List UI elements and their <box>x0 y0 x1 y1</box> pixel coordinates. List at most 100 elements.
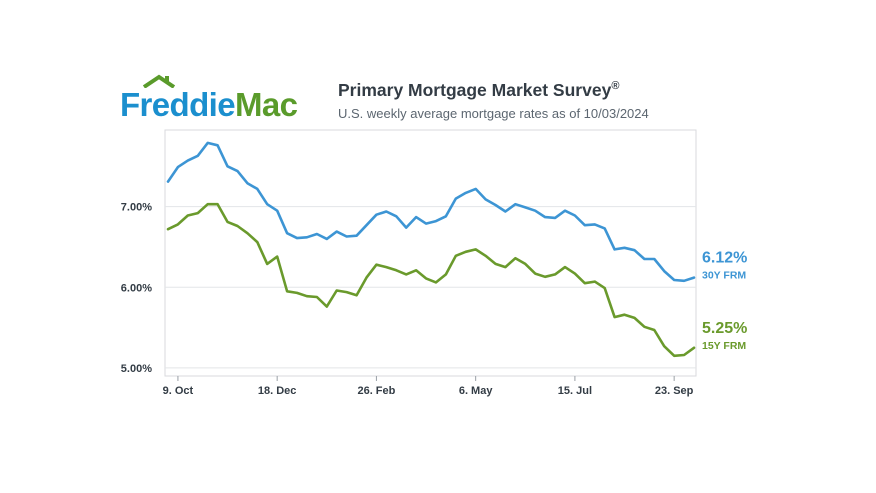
data-point-30y-frm <box>256 188 259 190</box>
data-point-15y-frm <box>613 316 616 318</box>
data-point-15y-frm <box>564 266 566 268</box>
data-point-15y-frm <box>455 255 457 257</box>
data-point-30y-frm <box>296 237 298 239</box>
data-point-30y-frm <box>167 180 169 183</box>
data-point-30y-frm <box>554 217 556 219</box>
data-point-15y-frm <box>683 354 685 356</box>
data-point-15y-frm <box>633 317 636 319</box>
data-point-15y-frm <box>355 294 358 297</box>
data-point-30y-frm <box>494 204 497 206</box>
data-point-15y-frm <box>494 263 497 265</box>
data-point-30y-frm <box>246 182 249 185</box>
data-point-30y-frm <box>514 203 517 206</box>
data-point-15y-frm <box>574 272 576 275</box>
data-point-15y-frm <box>325 305 328 308</box>
data-point-15y-frm <box>445 273 447 276</box>
series-name-label-15y-frm: 15Y FRM <box>702 340 746 352</box>
data-point-15y-frm <box>216 203 219 206</box>
x-tick-label: 6. May <box>459 385 494 397</box>
data-point-30y-frm <box>474 188 477 190</box>
data-point-15y-frm <box>246 232 249 235</box>
data-point-15y-frm <box>484 255 487 257</box>
data-point-30y-frm <box>375 213 378 216</box>
x-axis-ticks: 9. Oct 18. Dec 26. Feb 6. May 15. Jul 23. Sep <box>163 376 694 397</box>
data-point-30y-frm <box>206 142 209 144</box>
data-point-15y-frm <box>206 203 209 206</box>
data-point-30y-frm <box>534 209 537 212</box>
data-point-30y-frm <box>216 144 219 147</box>
data-point-15y-frm <box>167 228 169 231</box>
data-point-15y-frm <box>593 280 596 283</box>
data-point-30y-frm <box>683 280 685 282</box>
data-point-30y-frm <box>564 209 566 212</box>
house-roof-icon <box>142 74 176 88</box>
data-point-15y-frm <box>584 282 586 285</box>
data-point-15y-frm <box>266 263 269 265</box>
logo-text-freddie: Freddie <box>120 86 236 123</box>
data-point-30y-frm <box>196 155 199 157</box>
data-point-30y-frm <box>435 220 437 222</box>
data-point-30y-frm <box>663 270 666 272</box>
data-point-30y-frm <box>464 192 467 194</box>
data-point-15y-frm <box>643 326 646 328</box>
data-point-30y-frm <box>335 230 338 233</box>
chart-title-text: Primary Mortgage Market Survey <box>338 80 612 100</box>
y-axis-ticks: 5.00% 6.00% 7.00% <box>121 202 152 375</box>
data-point-30y-frm <box>316 233 318 235</box>
x-tick-label: 26. Feb <box>357 385 395 397</box>
data-point-15y-frm <box>306 295 308 297</box>
data-point-15y-frm <box>415 269 417 272</box>
series-name-label-30y-frm: 30Y FRM <box>702 270 746 282</box>
data-point-15y-frm <box>286 290 288 293</box>
data-point-15y-frm <box>524 263 527 265</box>
data-point-15y-frm <box>534 272 537 275</box>
logo-text-mac: Mac <box>235 86 298 123</box>
y-tick-label: 6.00% <box>121 282 152 294</box>
data-point-15y-frm <box>693 346 695 349</box>
data-point-30y-frm <box>613 248 616 251</box>
data-point-15y-frm <box>196 212 199 214</box>
y-tick-label: 7.00% <box>121 202 152 214</box>
data-point-15y-frm <box>226 221 229 223</box>
data-point-30y-frm <box>653 258 656 260</box>
data-point-30y-frm <box>385 210 388 213</box>
series-end-labels: 6.12% 30Y FRM 5.25% 15Y FRM <box>702 250 747 352</box>
data-point-30y-frm <box>603 227 606 230</box>
data-point-30y-frm <box>484 198 487 201</box>
data-point-30y-frm <box>286 232 288 235</box>
chart-subtitle: U.S. weekly average mortgage rates as of… <box>338 106 649 121</box>
data-point-30y-frm <box>226 165 229 168</box>
data-point-15y-frm <box>316 296 318 298</box>
data-point-15y-frm <box>236 225 239 227</box>
x-tick-label: 9. Oct <box>163 385 194 397</box>
data-point-30y-frm <box>425 222 427 225</box>
series-lines <box>166 141 696 358</box>
data-point-30y-frm <box>395 215 398 218</box>
gridlines <box>165 206 696 369</box>
data-point-30y-frm <box>673 279 675 281</box>
data-point-15y-frm <box>425 277 427 280</box>
data-point-15y-frm <box>405 273 407 276</box>
data-point-30y-frm <box>445 215 447 218</box>
data-point-30y-frm <box>405 226 407 229</box>
series-line-15y-frm <box>166 202 696 358</box>
data-point-30y-frm <box>325 238 328 240</box>
data-point-15y-frm <box>603 287 606 289</box>
data-point-15y-frm <box>623 313 626 316</box>
data-point-30y-frm <box>574 214 576 217</box>
freddie-mac-logo: FreddieMac <box>118 74 318 126</box>
plot-area <box>164 129 697 377</box>
data-point-15y-frm <box>514 257 517 260</box>
data-point-15y-frm <box>435 281 437 284</box>
data-point-15y-frm <box>554 273 556 276</box>
data-point-30y-frm <box>177 166 179 168</box>
chart-title: Primary Mortgage Market Survey® <box>338 80 619 101</box>
data-point-30y-frm <box>266 203 269 206</box>
data-point-15y-frm <box>256 241 259 243</box>
registered-mark: ® <box>611 80 620 93</box>
data-point-30y-frm <box>544 216 546 218</box>
data-point-30y-frm <box>306 236 308 239</box>
data-point-15y-frm <box>544 275 546 278</box>
data-point-30y-frm <box>415 216 417 218</box>
